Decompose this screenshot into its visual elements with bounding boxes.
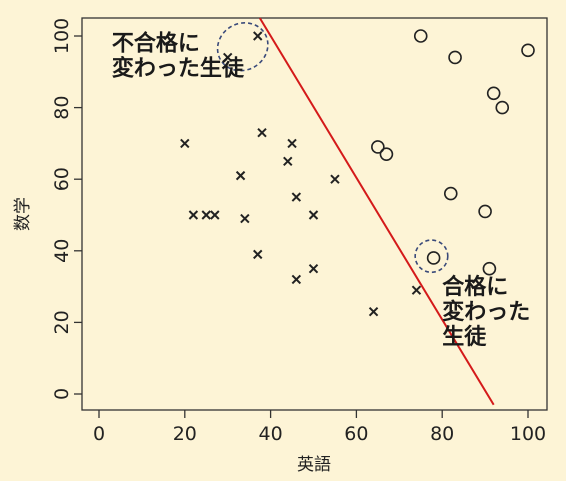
pass-point-circle bbox=[478, 204, 492, 219]
points-layer bbox=[180, 29, 535, 317]
x-stroke bbox=[308, 263, 319, 274]
fail-point-x bbox=[287, 138, 297, 149]
pass-point-circle bbox=[448, 50, 462, 65]
fail-point-x bbox=[368, 306, 379, 317]
x-stroke bbox=[291, 274, 302, 285]
pass-point-circle bbox=[371, 140, 385, 154]
pass-point-circle bbox=[495, 100, 510, 115]
x-stroke bbox=[291, 192, 302, 202]
annotation-text: 合格に変わった生徒 bbox=[442, 274, 530, 350]
highlight-ellipse bbox=[414, 239, 449, 274]
x-stroke bbox=[253, 31, 263, 41]
highlight-layer bbox=[216, 22, 449, 274]
pass-point-circle bbox=[413, 29, 428, 43]
x-tick-label: 60 bbox=[344, 423, 368, 445]
x-stroke bbox=[235, 170, 246, 181]
pass-point-circle bbox=[482, 261, 497, 276]
fail-point-x bbox=[180, 138, 190, 149]
annotation-line: 生徒 bbox=[442, 324, 487, 350]
annotation-line: 変わった生徒 bbox=[112, 55, 245, 81]
pass-point-circle bbox=[426, 251, 441, 265]
x-stroke bbox=[287, 138, 297, 149]
x-stroke bbox=[368, 306, 379, 317]
fail-point-x bbox=[210, 210, 220, 220]
pass-point-circle bbox=[443, 186, 458, 201]
decision-boundary-layer bbox=[259, 17, 495, 406]
x-tick-label: 20 bbox=[173, 423, 197, 445]
fail-point-x bbox=[308, 263, 319, 274]
x-tick-label: 40 bbox=[259, 423, 283, 445]
plot-frame bbox=[81, 17, 548, 411]
y-tick-label: 20 bbox=[51, 310, 73, 334]
x-stroke bbox=[222, 52, 233, 63]
y-axis: 0 20 40 60 80 100 bbox=[51, 18, 82, 400]
y-tick-label: 60 bbox=[51, 167, 73, 191]
y-tick-label: 40 bbox=[51, 239, 73, 263]
fail-point-x bbox=[253, 249, 263, 260]
fail-point-x bbox=[257, 127, 267, 138]
pass-point-circle bbox=[521, 43, 535, 58]
x-stroke bbox=[188, 210, 199, 220]
annotation-line: 不合格に bbox=[112, 30, 200, 56]
annotation-line: 合格に bbox=[442, 274, 508, 300]
x-axis: 0 20 40 60 80 100 bbox=[93, 410, 546, 445]
fail-point-x bbox=[222, 52, 233, 63]
fail-point-x bbox=[411, 285, 422, 295]
x-stroke bbox=[330, 174, 340, 184]
fail-point-x bbox=[240, 213, 250, 224]
x-stroke bbox=[201, 210, 211, 220]
x-tick-label: 100 bbox=[510, 423, 546, 445]
x-stroke bbox=[253, 249, 263, 260]
fail-point-x bbox=[330, 174, 340, 184]
y-axis-title: 数学 bbox=[13, 197, 33, 231]
x-tick-label: 0 bbox=[93, 423, 105, 445]
x-stroke bbox=[257, 127, 267, 138]
fail-point-x bbox=[291, 192, 302, 202]
pass-point-circle bbox=[486, 86, 501, 101]
y-tick-label: 0 bbox=[51, 388, 73, 400]
annotation-text: 不合格に変わった生徒 bbox=[112, 30, 245, 81]
pass-point-circle bbox=[379, 147, 394, 161]
y-tick-label: 100 bbox=[51, 18, 73, 54]
decision-boundary-line bbox=[259, 17, 495, 406]
x-stroke bbox=[283, 156, 293, 167]
fail-point-x bbox=[253, 31, 263, 41]
x-stroke bbox=[210, 210, 220, 220]
fail-point-x bbox=[188, 210, 199, 220]
x-stroke bbox=[180, 138, 190, 149]
x-stroke bbox=[240, 213, 250, 224]
fail-point-x bbox=[308, 210, 319, 220]
x-stroke bbox=[308, 210, 319, 220]
fail-point-x bbox=[291, 274, 302, 285]
fail-point-x bbox=[283, 156, 293, 167]
fail-point-x bbox=[201, 210, 211, 220]
x-stroke bbox=[411, 285, 422, 295]
x-tick-label: 80 bbox=[430, 423, 454, 445]
fail-point-x bbox=[235, 170, 246, 181]
highlight-ellipse bbox=[216, 22, 269, 72]
x-axis-title: 英語 bbox=[297, 455, 331, 475]
y-tick-label: 80 bbox=[51, 96, 73, 120]
annotation-line: 変わった bbox=[442, 299, 530, 325]
